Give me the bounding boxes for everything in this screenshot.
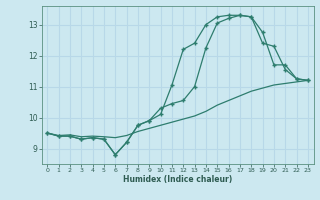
X-axis label: Humidex (Indice chaleur): Humidex (Indice chaleur) bbox=[123, 175, 232, 184]
